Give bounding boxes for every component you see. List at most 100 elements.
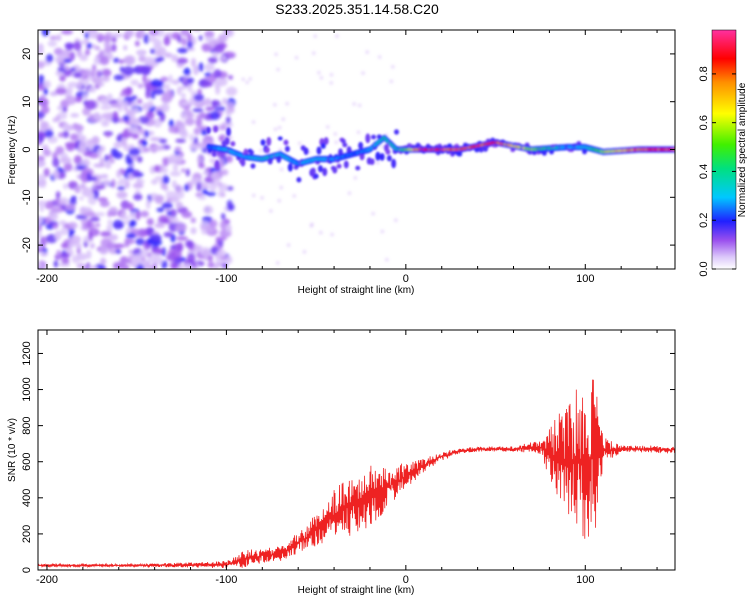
spectrogram-noise-blob bbox=[96, 82, 105, 87]
snr-xtick-label: -100 bbox=[215, 574, 237, 586]
spectrogram-noise-blob bbox=[60, 252, 71, 259]
spectrogram-noise-dot bbox=[385, 258, 389, 261]
spectrogram-noise-blob bbox=[111, 43, 117, 52]
spectrogram-noise-blob bbox=[47, 40, 58, 47]
spectrogram-ridge-halo bbox=[320, 142, 326, 149]
spectrogram-noise-blob bbox=[145, 199, 151, 210]
spectrogram-ridge-halo bbox=[284, 145, 290, 153]
spectrogram-noise-blob bbox=[146, 218, 154, 226]
spectrogram-ridge-halo bbox=[224, 137, 230, 146]
spectrogram-noise-blob bbox=[88, 30, 97, 39]
snr-xlabel: Height of straight line (km) bbox=[298, 585, 415, 596]
spectrogram-noise-blob bbox=[205, 106, 214, 111]
spectrogram-noise-blob bbox=[45, 54, 54, 63]
spectrogram-ridge-halo bbox=[474, 148, 480, 153]
spectrogram-ridge-halo bbox=[342, 142, 348, 148]
spectrogram-noise-blob bbox=[84, 32, 90, 39]
spectrogram-noise-blob bbox=[171, 180, 177, 189]
spectrogram-noise-blob bbox=[55, 114, 61, 123]
spectrogram-noise-blob bbox=[161, 247, 166, 257]
spectrogram-noise-blob bbox=[119, 92, 125, 97]
spectrogram-noise-blob bbox=[141, 139, 148, 147]
spectrogram-noise-blob bbox=[226, 101, 235, 111]
spectrogram-noise-blob bbox=[197, 195, 207, 200]
spectrogram-noise-blob bbox=[225, 86, 238, 96]
spectrogram-noise-blob bbox=[116, 181, 125, 186]
spectrogram-noise-blob bbox=[215, 85, 221, 95]
spectrogram-noise-blob bbox=[213, 265, 219, 269]
spectrogram-noise-blob bbox=[112, 110, 119, 120]
spectrogram-noise-dot bbox=[278, 126, 281, 129]
spectrogram-noise-dot bbox=[274, 127, 277, 131]
spectrogram-noise-dot bbox=[298, 142, 301, 145]
spectrogram-noise-dot bbox=[279, 186, 283, 189]
spectrogram-noise-blob bbox=[132, 182, 144, 189]
spectrogram-noise-blob bbox=[150, 79, 163, 87]
spectrogram-noise-blob bbox=[170, 250, 182, 259]
spectrogram-noise-blob bbox=[187, 83, 193, 93]
spectrogram-noise-blob bbox=[38, 215, 43, 225]
spectrogram-noise-blob bbox=[100, 145, 106, 153]
spectrogram-noise-blob bbox=[139, 249, 149, 258]
spectrogram-noise-blob bbox=[192, 108, 204, 113]
spectrogram-noise-blob bbox=[79, 160, 91, 167]
spectrogram-noise-blob bbox=[207, 261, 215, 269]
spectrogram-xlabel: Height of straight line (km) bbox=[298, 285, 415, 296]
spectrogram-noise-blob bbox=[55, 191, 61, 199]
spectrogram-noise-dot bbox=[248, 77, 252, 81]
spectrogram-noise-blob bbox=[154, 194, 164, 205]
spectrogram-noise-blob bbox=[161, 218, 170, 224]
spectrogram-noise-blob bbox=[169, 208, 177, 219]
spectrogram-noise-blob bbox=[130, 107, 140, 114]
spectrogram-noise-blob bbox=[76, 49, 83, 58]
spectrogram-noise-blob bbox=[75, 165, 85, 171]
spectrogram-noise-dot bbox=[390, 80, 393, 83]
spectrogram-noise-blob bbox=[90, 70, 96, 78]
spectrogram-noise-dot bbox=[330, 233, 334, 236]
spectrogram-ridge-halo bbox=[322, 167, 328, 177]
spectrogram-noise-blob bbox=[180, 168, 186, 173]
spectrogram-ytick-label: 0 bbox=[21, 146, 33, 152]
spectrogram-noise-blob bbox=[92, 189, 99, 200]
spectrogram-noise-blob bbox=[93, 184, 106, 190]
spectrogram-noise-blob bbox=[82, 107, 91, 116]
spectrogram-ridge-halo bbox=[316, 146, 322, 155]
spectrogram-noise-blob bbox=[168, 119, 175, 128]
spectrogram-noise-blob bbox=[69, 235, 81, 244]
spectrogram-noise-blob bbox=[92, 227, 98, 236]
spectrogram-noise-blob bbox=[84, 49, 91, 56]
spectrogram-noise-blob bbox=[138, 30, 146, 38]
spectrogram-noise-blob bbox=[62, 130, 70, 139]
snr-ytick-label: 200 bbox=[21, 525, 33, 543]
spectrogram-noise-blob bbox=[125, 232, 136, 239]
spectrogram-noise-blob bbox=[119, 256, 129, 265]
spectrogram-noise-blob bbox=[190, 227, 197, 235]
spectrogram-noise-blob bbox=[61, 30, 73, 35]
spectrogram-noise-blob bbox=[91, 64, 97, 72]
spectrogram-noise-dot bbox=[334, 140, 338, 144]
spectrogram-noise-blob bbox=[75, 96, 83, 103]
spectrogram-noise-blob bbox=[88, 86, 97, 93]
spectrogram-noise-blob bbox=[112, 219, 124, 230]
spectrogram-noise-blob bbox=[209, 219, 218, 228]
spectrogram-noise-blob bbox=[186, 77, 195, 84]
spectrogram-ridge-halo bbox=[385, 149, 391, 155]
spectrogram-noise-blob bbox=[87, 265, 99, 269]
spectrogram-noise-blob bbox=[41, 30, 50, 37]
spectrogram-ridge-halo bbox=[391, 158, 397, 169]
spectrogram-noise-blob bbox=[153, 88, 165, 95]
spectrogram-noise-dot bbox=[334, 132, 337, 136]
spectrogram-noise-blob bbox=[80, 70, 93, 77]
spectrogram-ridge-halo bbox=[332, 166, 338, 174]
spectrogram-noise-blob bbox=[161, 167, 169, 173]
spectrogram-noise-blob bbox=[73, 41, 82, 51]
spectrogram-noise-blob bbox=[107, 210, 112, 218]
spectrogram-noise-blob bbox=[96, 33, 105, 42]
spectrogram-noise-blob bbox=[55, 146, 65, 155]
spectrogram-noise-blob bbox=[93, 163, 106, 168]
spectrogram-xtick-label: -100 bbox=[215, 273, 237, 285]
spectrogram-noise-blob bbox=[172, 163, 179, 172]
spectrogram-noise-blob bbox=[100, 112, 113, 120]
spectrogram-noise-blob bbox=[171, 54, 179, 63]
